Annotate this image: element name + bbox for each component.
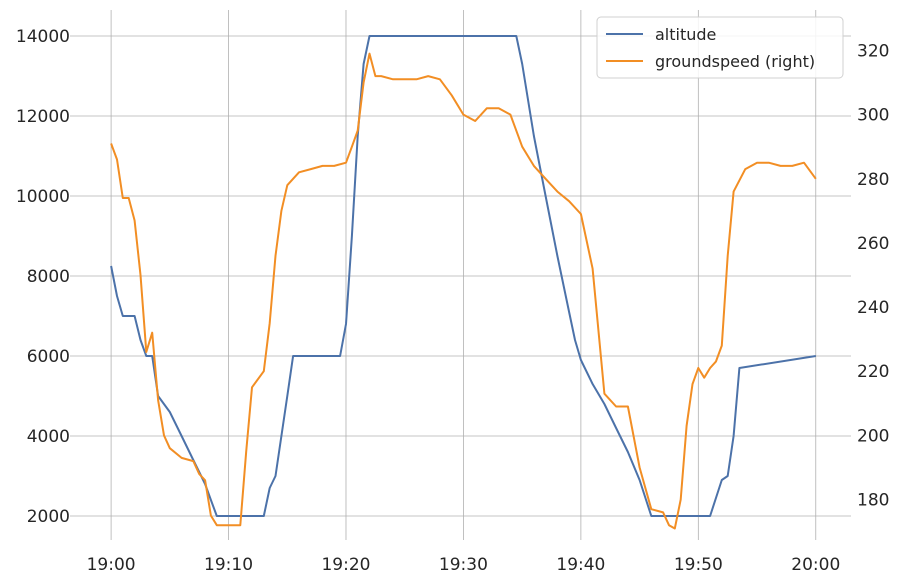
x-tick-label: 19:20	[321, 555, 370, 575]
y-left-tick-label: 10000	[16, 187, 70, 207]
y-left-tick-label: 6000	[27, 347, 70, 367]
y-axis-left-ticks: 2000 4000 6000 8000 10000 12000 14000	[16, 27, 70, 527]
x-tick-label: 19:50	[674, 555, 723, 575]
y-right-tick-label: 240	[857, 298, 889, 318]
y-right-tick-label: 180	[857, 491, 889, 511]
series-line-altitude	[110, 35, 816, 517]
legend-label: groundspeed (right)	[655, 52, 815, 71]
legend-label: altitude	[655, 25, 716, 44]
y-right-tick-label: 320	[857, 41, 889, 61]
y-left-tick-label: 12000	[16, 107, 70, 127]
y-right-tick-label: 200	[857, 426, 889, 446]
y-axis-right-ticks: 180 200 220 240 260 280 300 320	[857, 41, 889, 510]
legend-box	[596, 16, 844, 79]
y-right-tick-label: 260	[857, 234, 889, 254]
x-axis-ticks: 19:00 19:10 19:20 19:30 19:40 19:50 20:00	[87, 555, 841, 575]
y-right-tick-label: 280	[857, 170, 889, 190]
x-tick-label: 19:30	[439, 555, 488, 575]
x-tick-label: 19:40	[556, 555, 605, 575]
grid-lines	[70, 10, 851, 540]
y-left-tick-label: 8000	[27, 267, 70, 287]
series-layer	[110, 35, 817, 530]
y-left-tick-label: 14000	[16, 27, 70, 47]
y-left-tick-label: 4000	[27, 427, 70, 447]
y-right-tick-label: 300	[857, 106, 889, 126]
series-line-groundspeed-right	[110, 52, 817, 530]
y-left-tick-label: 2000	[27, 507, 70, 527]
x-tick-label: 19:10	[204, 555, 253, 575]
x-tick-label: 20:00	[791, 555, 840, 575]
y-right-tick-label: 220	[857, 362, 889, 382]
legend: altitude groundspeed (right)	[596, 16, 844, 79]
x-tick-label: 19:00	[87, 555, 136, 575]
